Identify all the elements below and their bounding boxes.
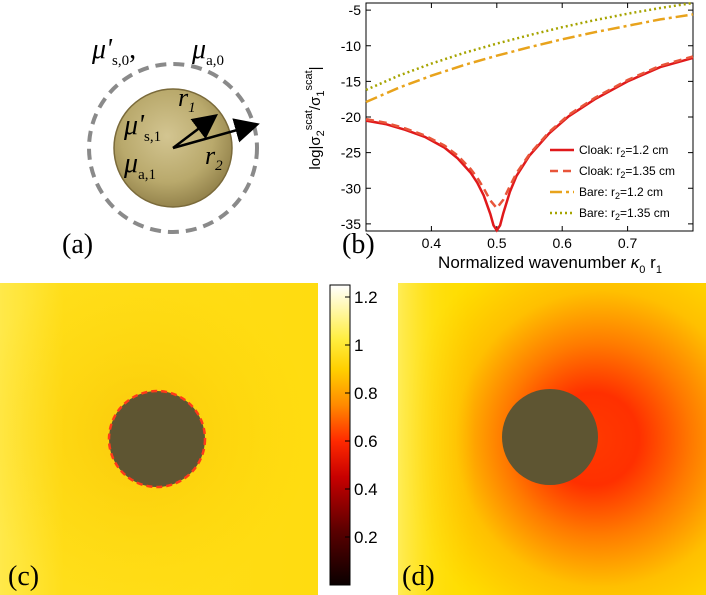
legend-label: Bare: r2=1.2 cm <box>579 185 663 201</box>
colorbar-tick-label: 0.2 <box>354 528 378 547</box>
cloaked-field-map: (c) <box>0 283 318 595</box>
panel-c-tag: (c) <box>8 561 39 592</box>
y-tick-label: -5 <box>349 2 362 18</box>
y-axis-label: log|σ2scat/σ1scat| <box>303 66 327 169</box>
x-tick-label: 0.7 <box>618 235 638 251</box>
y-tick-label: -15 <box>341 73 361 89</box>
series-lines <box>365 1 694 233</box>
inner-mua-label: μa,1 <box>123 148 156 183</box>
colorbar: 1.2 1 0.8 0.6 0.4 0.2 <box>329 284 378 586</box>
colorbar-tick-label: 0.4 <box>354 480 378 499</box>
series-line <box>365 56 694 233</box>
legend-label: Cloak: r2=1.2 cm <box>579 143 668 159</box>
plot-area <box>365 2 694 232</box>
y-tick-label: -10 <box>341 38 361 54</box>
inner-mus-label: μ's,1 <box>123 110 161 145</box>
panel-d-tag: (d) <box>402 561 435 592</box>
x-tick-label: 0.4 <box>422 235 442 251</box>
cloaked-object <box>109 391 205 487</box>
series-line <box>365 13 694 104</box>
bare-object <box>502 389 598 485</box>
r2-label: r2 <box>205 141 223 174</box>
colorbar-tick-label: 1.2 <box>354 288 378 307</box>
outer-mua-label: μa,0 <box>191 34 224 69</box>
cloak-boundary <box>107 389 207 489</box>
legend-label: Cloak: r2=1.35 cm <box>579 164 675 180</box>
chart-legend: Cloak: r2=1.2 cm Cloak: r2=1.35 cm Bare: r… <box>550 143 675 222</box>
panel-a-tag: (a) <box>62 229 93 260</box>
scattering-chart: 0.4 0.5 0.6 0.7 -35 -30 -25 -20 -15 -10 -5 log|σ2s… <box>303 1 694 276</box>
series-line <box>365 55 694 211</box>
colorbar-tick-label: 0.6 <box>354 432 378 451</box>
legend-label: Bare: r2=1.35 cm <box>579 206 670 222</box>
r1-arrow <box>172 113 218 149</box>
outer-dashed-boundary <box>87 62 259 234</box>
x-tick-label: 0.5 <box>487 235 507 251</box>
r2-arrow <box>172 118 260 150</box>
colorbar-gradient <box>329 284 351 586</box>
y-tick-label: -30 <box>341 180 361 196</box>
colorbar-tick-label: 1 <box>354 336 363 355</box>
schematic-panel: μ's,0, μa,0 μ's,1 μa,1 r1 r2 (a) <box>62 34 260 260</box>
y-tick-label: -25 <box>341 145 361 161</box>
x-axis-label: Normalized wavenumber κ0 r1 <box>438 253 662 276</box>
axis-ticks: 0.4 0.5 0.6 0.7 -35 -30 -25 -20 -15 -10 -5 <box>341 2 693 251</box>
y-tick-label: -35 <box>341 216 361 232</box>
colorbar-ticks: 1.2 1 0.8 0.6 0.4 0.2 <box>345 288 378 547</box>
outer-mus-label: μ's,0, <box>91 34 136 69</box>
colorbar-tick-label: 0.8 <box>354 384 378 403</box>
bare-field-map: (d) <box>398 283 706 595</box>
x-tick-label: 0.6 <box>552 235 572 251</box>
panel-b-tag: (b) <box>342 229 375 260</box>
r1-label: r1 <box>178 83 196 116</box>
y-tick-label: -20 <box>341 109 361 125</box>
